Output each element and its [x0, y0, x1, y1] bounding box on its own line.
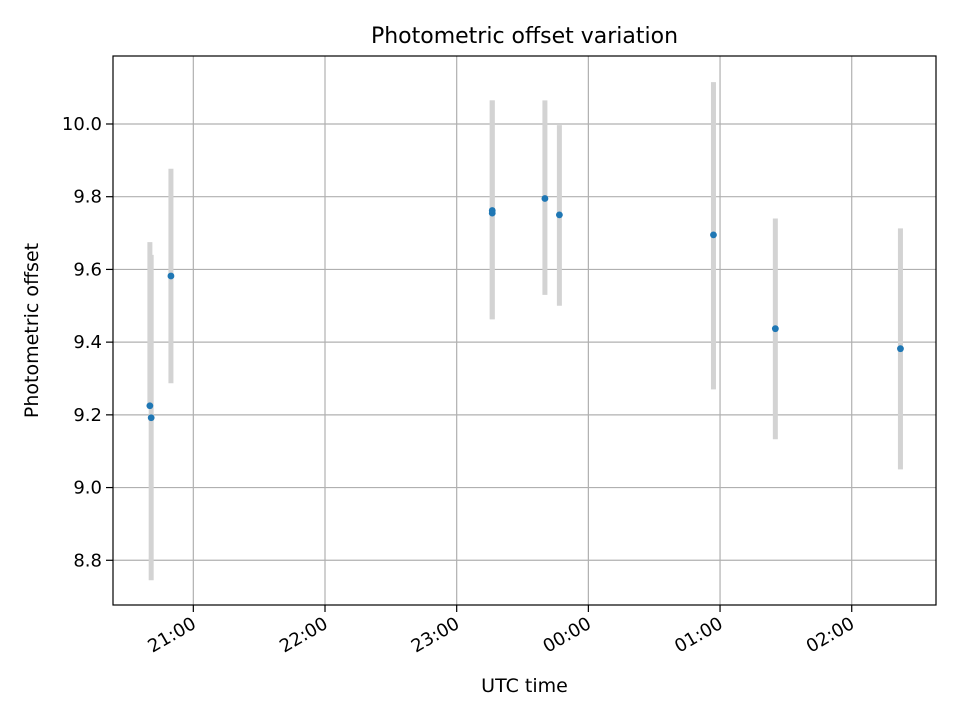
- plot-frame: [112, 55, 937, 606]
- y-tick-label: 9.2: [73, 405, 102, 426]
- grid: [113, 56, 936, 605]
- data-point: [147, 414, 155, 422]
- data-point: [488, 207, 496, 214]
- data-point: [555, 211, 563, 219]
- data-point: [771, 325, 779, 333]
- y-tick-label: 9.0: [73, 478, 102, 499]
- y-tick-label: 10.0: [62, 114, 102, 135]
- y-tick-label: 9.8: [73, 187, 102, 208]
- data-point: [710, 231, 717, 239]
- y-tick-label: 9.4: [73, 332, 102, 353]
- plot-area: [113, 56, 936, 605]
- data-points: [146, 195, 904, 422]
- data-point: [146, 402, 154, 410]
- chart-title: Photometric offset variation: [371, 24, 678, 49]
- y-axis-ticks: 8.8 9.0 9.2 9.4 9.6 9.8 10.0: [62, 114, 113, 571]
- y-axis-label: Photometric offset: [21, 243, 43, 418]
- data-point: [167, 272, 175, 280]
- data-point: [541, 195, 549, 202]
- y-tick-label: 9.6: [73, 259, 102, 280]
- x-axis-label: UTC time: [481, 675, 568, 697]
- data-point: [897, 345, 904, 353]
- y-tick-label: 8.8: [73, 550, 102, 571]
